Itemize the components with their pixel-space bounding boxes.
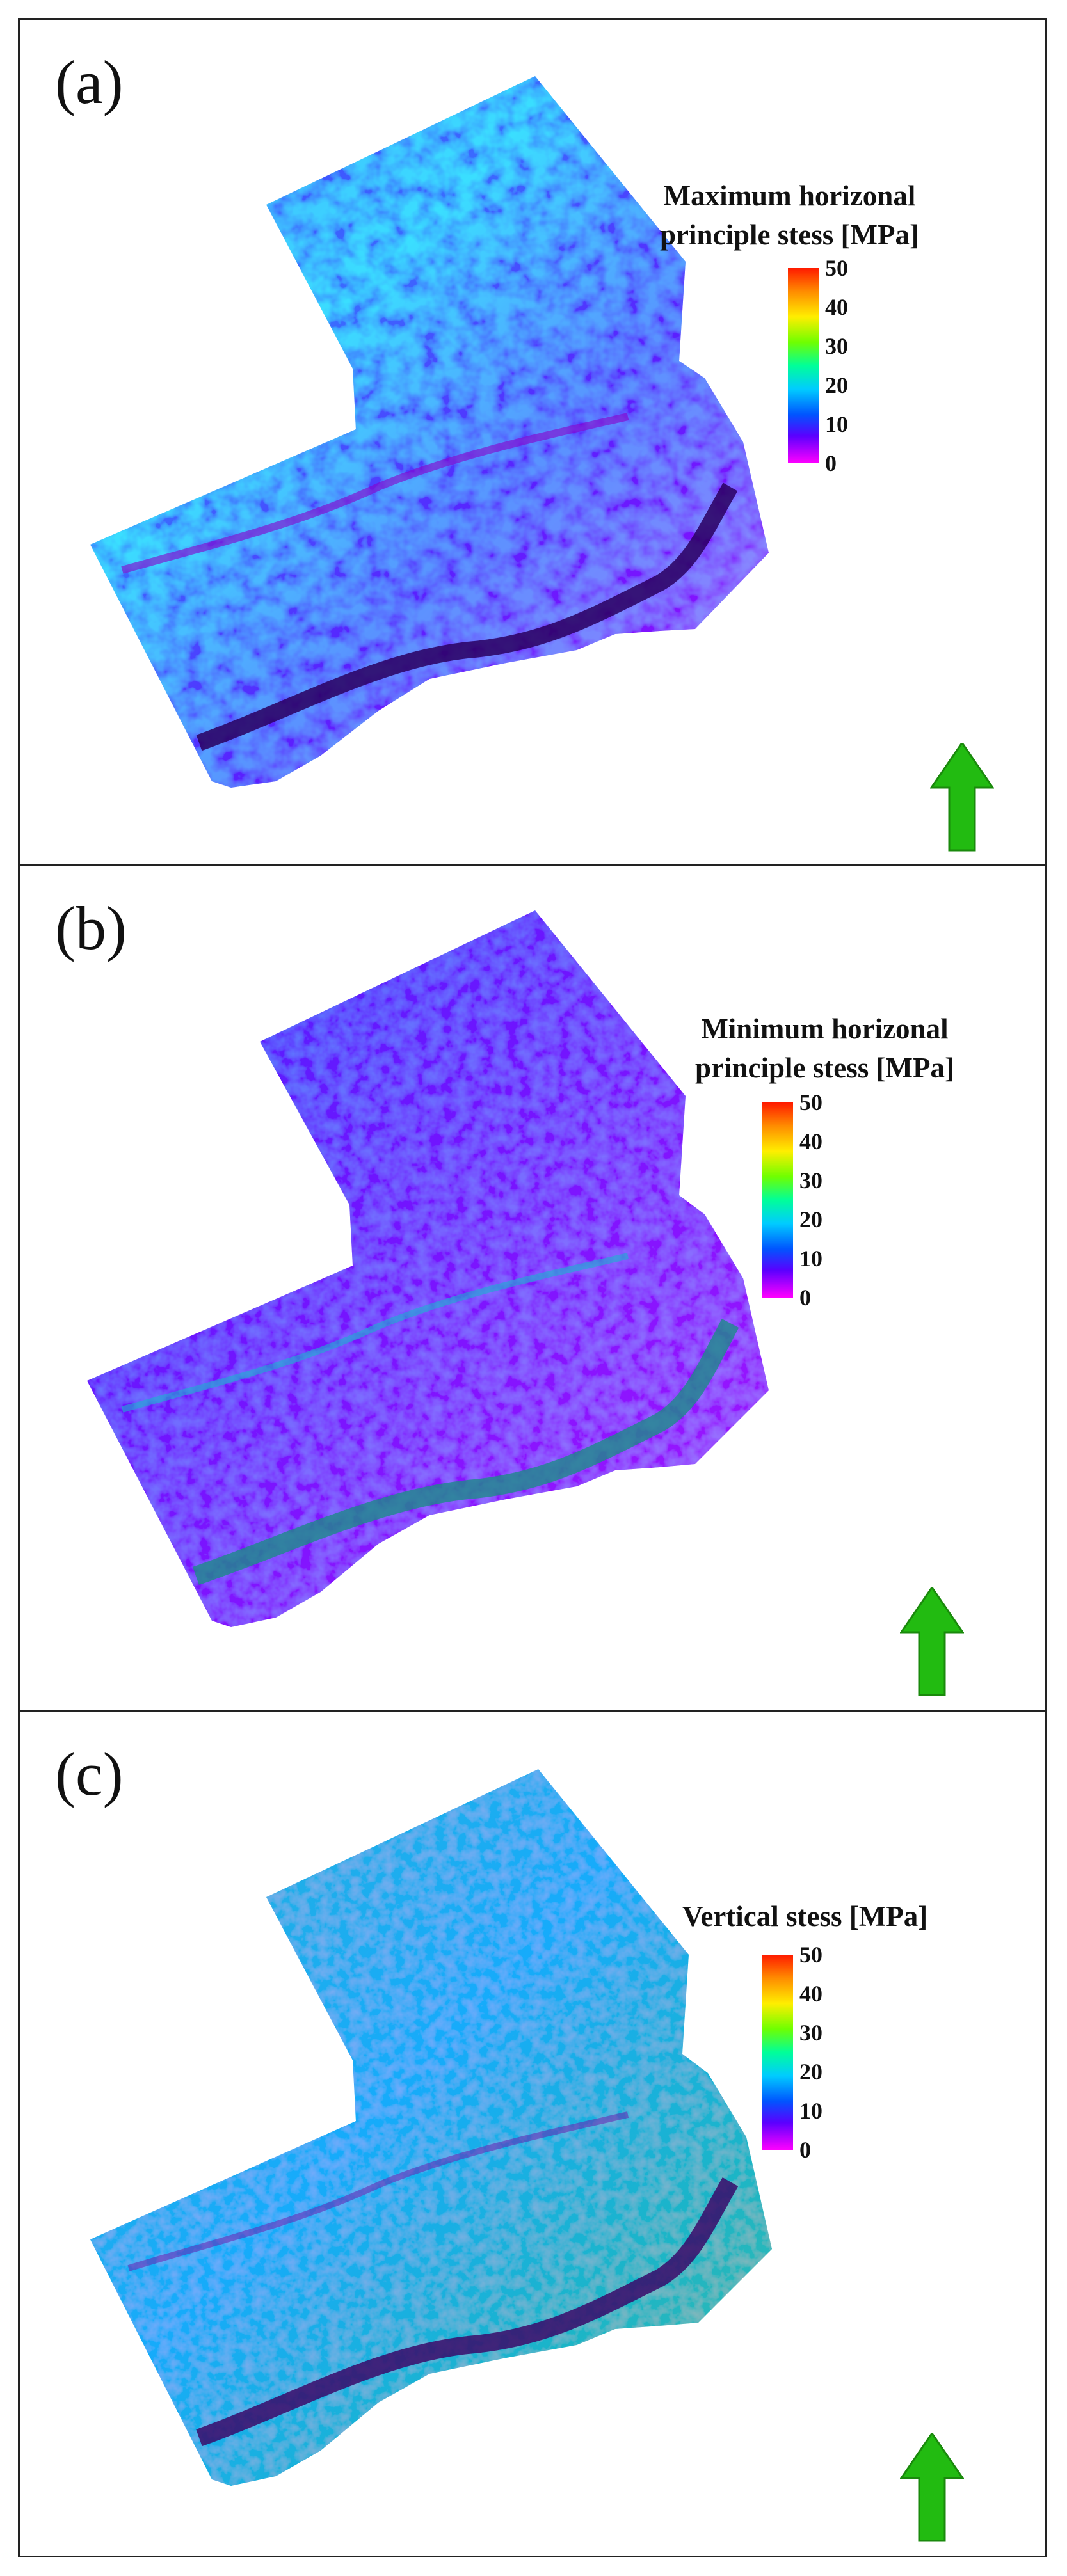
tick-label: 20 [799,2059,822,2085]
tick-label: 40 [799,1981,822,2007]
legend-title: Maximum horizonal principle stess [MPa] [660,177,919,255]
tick-label: 50 [799,1942,822,1968]
panel-a: (a) Maximum horizonal principle stess [M… [18,18,1047,866]
tick-label: 30 [799,1168,822,1193]
tick-label: 40 [825,294,848,320]
field-region-c [90,1769,772,2486]
stress-map-b [87,910,769,1627]
tick-label: 0 [825,450,837,476]
field-region-b [87,910,769,1627]
panel-label: (b) [55,894,127,962]
field-region-a [90,76,769,788]
panel-label: (a) [55,48,124,116]
tick-label: 50 [825,255,848,281]
tick-label: 0 [799,1285,811,1310]
north-arrow-icon [930,743,994,852]
stress-map-c [90,1769,772,2486]
legend-title-line: Minimum horizonal [701,1013,949,1045]
tick-label: 30 [825,333,848,359]
legend-title: Minimum horizonal principle stess [MPa] [695,1010,954,1088]
tick-label: 40 [799,1129,822,1154]
legend-title-line: Maximum horizonal [663,180,916,212]
fault-band [196,482,738,751]
tick-label: 20 [825,372,848,398]
legend-title-line: principle stess [MPa] [695,1051,954,1084]
tick-label: 10 [825,411,848,437]
tick-label: 0 [799,2137,811,2163]
colorbar [762,1102,793,1298]
legend-title-line: principle stess [MPa] [660,218,919,251]
tick-label: 30 [799,2020,822,2046]
fault-band [196,2177,739,2447]
legend-title-line: Vertical stess [MPa] [682,1900,928,1932]
colorbar [788,268,819,463]
panel-c: (c) Vertical stess [MPa] 50 40 30 20 10 … [18,1710,1047,2557]
tick-label: 20 [799,1207,822,1232]
north-arrow-icon [900,2433,964,2542]
panel-b: (b) Minimum horizonal principle stess [M… [18,864,1047,1712]
colorbar-ticks: 50 40 30 20 10 0 [799,1943,857,2161]
panel-label: (c) [55,1740,124,1808]
tick-label: 50 [799,1090,822,1115]
colorbar [762,1955,793,2150]
legend-title: Vertical stess [MPa] [682,1897,927,1936]
tick-label: 10 [799,2098,822,2124]
colorbar-ticks: 50 40 30 20 10 0 [799,1091,857,1309]
fault-band [193,1318,739,1586]
north-arrow-icon [900,1587,964,1696]
tick-label: 10 [799,1246,822,1271]
stress-map-a [90,76,769,788]
colorbar-ticks: 50 40 30 20 10 0 [825,257,883,475]
